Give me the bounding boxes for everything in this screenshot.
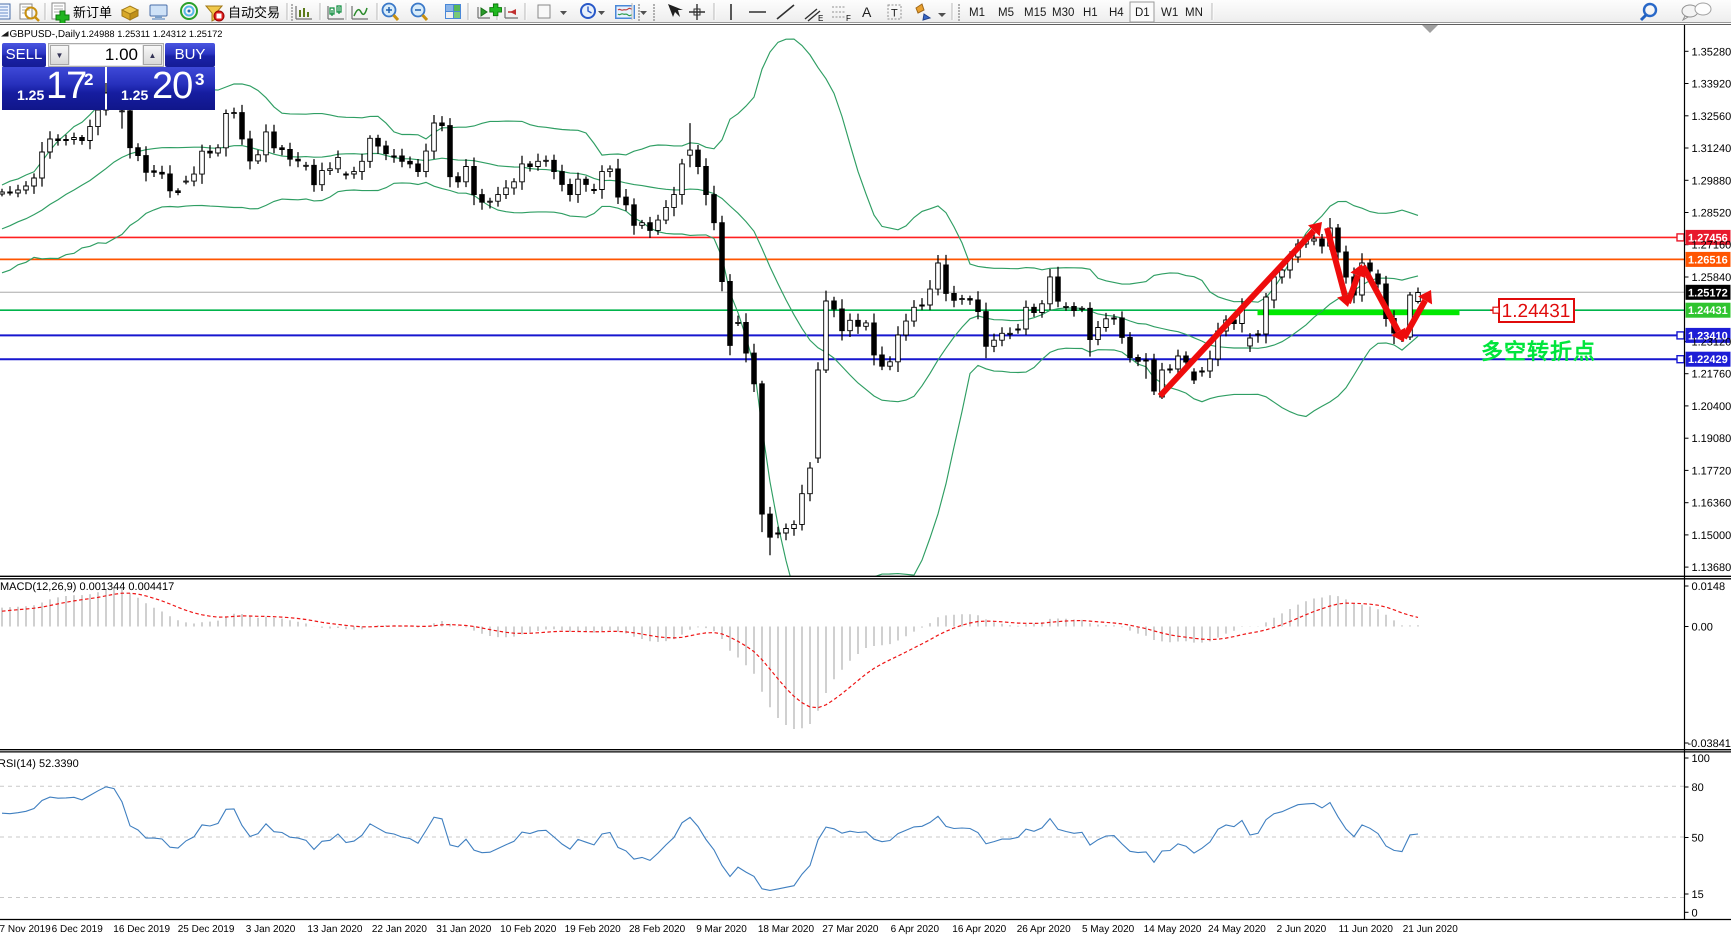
svg-text:24 May 2020: 24 May 2020 xyxy=(1208,924,1266,935)
svg-text:1.24988 1.25311 1.24312 1.2517: 1.24988 1.25311 1.24312 1.25172 xyxy=(81,29,222,39)
svg-text:100: 100 xyxy=(1692,753,1710,765)
svg-text:26 Apr 2020: 26 Apr 2020 xyxy=(1017,924,1071,935)
svg-text:MACD(12,26,9) 0.001344 0.00441: MACD(12,26,9) 0.001344 0.004417 xyxy=(0,581,174,593)
svg-text:M15: M15 xyxy=(1024,7,1046,19)
svg-text:MN: MN xyxy=(1185,7,1203,19)
svg-text:1.23120: 1.23120 xyxy=(1692,336,1731,348)
svg-text:1.33920: 1.33920 xyxy=(1692,79,1731,91)
svg-text:25 Dec 2019: 25 Dec 2019 xyxy=(178,924,235,935)
svg-text:1.20400: 1.20400 xyxy=(1692,401,1731,413)
svg-text:1.26516: 1.26516 xyxy=(1688,254,1728,266)
svg-text:9 Mar 2020: 9 Mar 2020 xyxy=(696,924,747,935)
svg-text:1.35280: 1.35280 xyxy=(1692,46,1731,58)
svg-text:14 May 2020: 14 May 2020 xyxy=(1144,924,1202,935)
svg-text:21 Jun 2020: 21 Jun 2020 xyxy=(1403,924,1458,935)
svg-text:多空转折点: 多空转折点 xyxy=(1481,339,1596,364)
svg-text:1.25840: 1.25840 xyxy=(1692,272,1731,284)
svg-text:1.32560: 1.32560 xyxy=(1692,111,1731,123)
svg-text:1.29880: 1.29880 xyxy=(1692,175,1731,187)
svg-text:D1: D1 xyxy=(1135,7,1150,19)
svg-text:1.15000: 1.15000 xyxy=(1692,530,1731,542)
svg-text:1.28520: 1.28520 xyxy=(1692,208,1731,220)
svg-text:0.00: 0.00 xyxy=(1692,622,1713,634)
svg-text:16 Dec 2019: 16 Dec 2019 xyxy=(113,924,170,935)
svg-text:3 Jan 2020: 3 Jan 2020 xyxy=(246,924,296,935)
svg-text:H1: H1 xyxy=(1083,7,1098,19)
svg-text:自动交易: 自动交易 xyxy=(228,5,280,20)
svg-text:80: 80 xyxy=(1692,782,1704,794)
svg-text:0.0148: 0.0148 xyxy=(1692,581,1726,593)
svg-text:19 Feb 2020: 19 Feb 2020 xyxy=(565,924,622,935)
svg-text:A: A xyxy=(862,4,872,20)
svg-text:2 Jun 2020: 2 Jun 2020 xyxy=(1277,924,1327,935)
svg-text:M5: M5 xyxy=(998,7,1014,19)
svg-text:H4: H4 xyxy=(1109,7,1124,19)
svg-text:0: 0 xyxy=(1692,907,1698,919)
svg-text:28 Feb 2020: 28 Feb 2020 xyxy=(629,924,686,935)
svg-text:6 Dec 2019: 6 Dec 2019 xyxy=(52,924,104,935)
svg-text:T: T xyxy=(891,8,898,20)
svg-text:1.27160: 1.27160 xyxy=(1692,240,1731,252)
svg-text:10 Feb 2020: 10 Feb 2020 xyxy=(500,924,557,935)
svg-text:11 Jun 2020: 11 Jun 2020 xyxy=(1339,924,1394,935)
svg-text:6 Apr 2020: 6 Apr 2020 xyxy=(891,924,940,935)
svg-text:15: 15 xyxy=(1692,889,1704,901)
svg-text:M30: M30 xyxy=(1052,7,1074,19)
svg-text:31 Jan 2020: 31 Jan 2020 xyxy=(436,924,491,935)
svg-text:1.25172: 1.25172 xyxy=(1688,287,1728,299)
svg-text:W1: W1 xyxy=(1161,7,1178,19)
svg-text:-0.038415: -0.038415 xyxy=(1688,738,1731,750)
svg-text:13 Jan 2020: 13 Jan 2020 xyxy=(307,924,362,935)
svg-text:1.17720: 1.17720 xyxy=(1692,465,1731,477)
svg-text:1.21760: 1.21760 xyxy=(1692,369,1731,381)
svg-text:新订单: 新订单 xyxy=(73,5,112,20)
svg-text:1.19080: 1.19080 xyxy=(1692,433,1731,445)
svg-text:50: 50 xyxy=(1692,833,1704,845)
svg-text:GBPUSD-,Daily: GBPUSD-,Daily xyxy=(10,29,81,40)
svg-text:M1: M1 xyxy=(969,7,985,19)
svg-text:1.22429: 1.22429 xyxy=(1688,354,1728,366)
svg-text:27 Mar 2020: 27 Mar 2020 xyxy=(822,924,879,935)
svg-text:1.24431: 1.24431 xyxy=(1688,305,1728,317)
svg-text:5 May 2020: 5 May 2020 xyxy=(1082,924,1135,935)
svg-text:16 Apr 2020: 16 Apr 2020 xyxy=(952,924,1006,935)
svg-text:1.31240: 1.31240 xyxy=(1692,143,1731,155)
svg-text:18 Mar 2020: 18 Mar 2020 xyxy=(758,924,815,935)
svg-text:1.16360: 1.16360 xyxy=(1692,498,1731,510)
svg-text:F: F xyxy=(846,14,851,23)
svg-text:1.24431: 1.24431 xyxy=(1502,301,1571,322)
svg-text:27 Nov 2019: 27 Nov 2019 xyxy=(0,924,51,935)
svg-text:1.23410: 1.23410 xyxy=(1688,330,1728,342)
svg-text:1.27456: 1.27456 xyxy=(1688,232,1728,244)
svg-text:22 Jan 2020: 22 Jan 2020 xyxy=(372,924,427,935)
svg-text:1.13680: 1.13680 xyxy=(1692,562,1731,574)
svg-text:RSI(14) 52.3390: RSI(14) 52.3390 xyxy=(0,758,79,770)
svg-text:E: E xyxy=(818,14,823,23)
